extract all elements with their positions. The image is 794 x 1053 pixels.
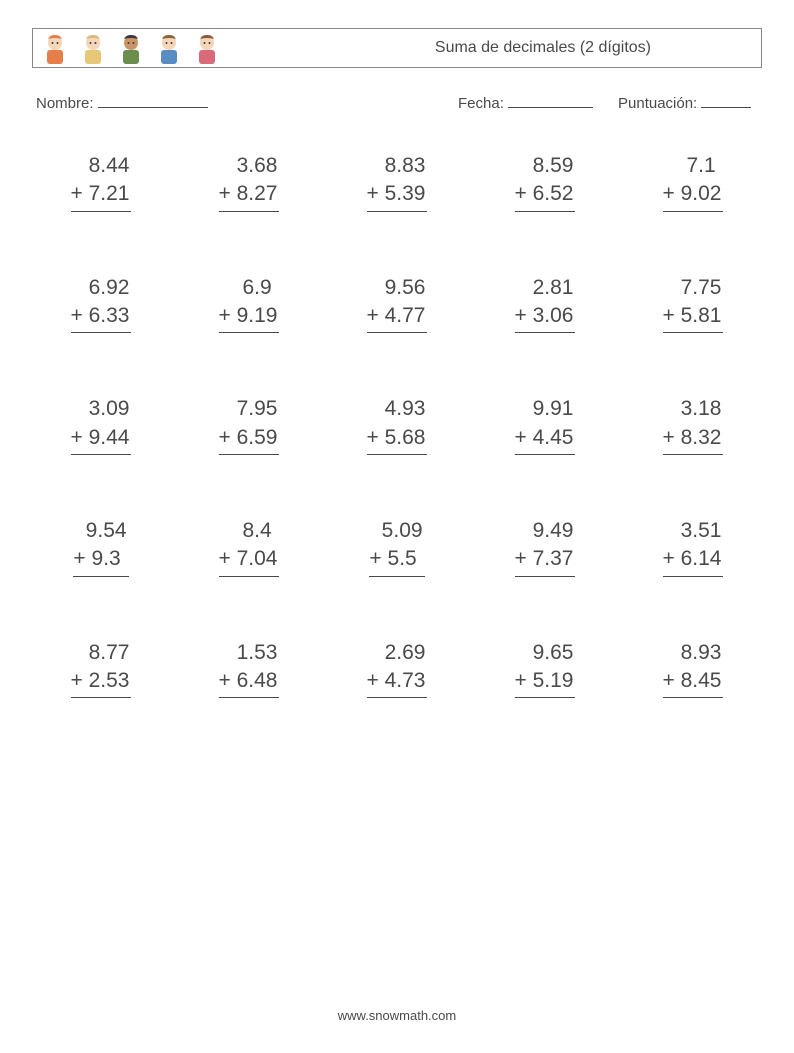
problem: 6.9 + 9.19 xyxy=(190,274,308,334)
problem-addend-top: 7.95 xyxy=(219,395,280,423)
date-label: Fecha: xyxy=(458,95,504,112)
problem: 9.91+ 4.45 xyxy=(486,395,604,455)
info-row: Nombre: Fecha: Puntuación: xyxy=(32,94,762,112)
problem: 7.95+ 6.59 xyxy=(190,395,308,455)
avatar-icon xyxy=(79,32,107,64)
problem-addend-top: 8.83 xyxy=(367,152,428,180)
worksheet-title: Suma de decimales (2 dígitos) xyxy=(435,39,751,57)
problem-addend-bottom: + 6.59 xyxy=(219,424,280,455)
problem-addend-bottom: + 6.52 xyxy=(515,180,576,211)
problem-addend-bottom: + 5.81 xyxy=(663,302,724,333)
date-field: Fecha: xyxy=(458,94,618,112)
problem-addend-bottom: + 3.06 xyxy=(515,302,576,333)
score-field: Puntuación: xyxy=(618,94,758,112)
problem: 7.75+ 5.81 xyxy=(634,274,752,334)
problem-addend-top: 4.93 xyxy=(367,395,428,423)
problem: 9.56+ 4.77 xyxy=(338,274,456,334)
problem: 9.54+ 9.3 xyxy=(42,517,160,577)
problems-grid: 8.44+ 7.21 3.68+ 8.27 8.83+ 5.39 8.59+ 6… xyxy=(32,152,762,698)
name-label: Nombre: xyxy=(36,95,94,112)
problem-addend-top: 9.56 xyxy=(367,274,428,302)
problem: 8.93+ 8.45 xyxy=(634,639,752,699)
avatar-icon xyxy=(41,32,69,64)
date-underline xyxy=(508,94,593,108)
problem: 2.81+ 3.06 xyxy=(486,274,604,334)
avatar-row xyxy=(41,32,221,64)
score-underline xyxy=(701,94,751,108)
problem: 8.44+ 7.21 xyxy=(42,152,160,212)
problem-addend-bottom: + 8.32 xyxy=(663,424,724,455)
problem: 2.69+ 4.73 xyxy=(338,639,456,699)
avatar-icon xyxy=(193,32,221,64)
problem-addend-bottom: + 8.45 xyxy=(663,667,724,698)
problem-addend-top: 8.44 xyxy=(71,152,132,180)
problem-addend-top: 8.4 xyxy=(219,517,280,545)
problem-addend-top: 3.68 xyxy=(219,152,280,180)
problem-addend-bottom: + 9.19 xyxy=(219,302,280,333)
problem-addend-bottom: + 7.21 xyxy=(71,180,132,211)
problem: 3.51+ 6.14 xyxy=(634,517,752,577)
name-underline xyxy=(98,94,208,108)
problem-addend-top: 6.9 xyxy=(219,274,280,302)
problem: 3.68+ 8.27 xyxy=(190,152,308,212)
problem: 1.53+ 6.48 xyxy=(190,639,308,699)
problem: 4.93+ 5.68 xyxy=(338,395,456,455)
problem-addend-bottom: + 5.5 xyxy=(369,545,424,576)
problem-addend-bottom: + 5.39 xyxy=(367,180,428,211)
problem-addend-bottom: + 6.14 xyxy=(663,545,724,576)
problem-addend-bottom: + 9.44 xyxy=(71,424,132,455)
problem-addend-top: 8.77 xyxy=(71,639,132,667)
footer-text: www.snowmath.com xyxy=(0,1008,794,1023)
problem-addend-top: 9.54 xyxy=(73,517,128,545)
problem: 5.09+ 5.5 xyxy=(338,517,456,577)
problem-addend-bottom: + 5.68 xyxy=(367,424,428,455)
name-field: Nombre: xyxy=(36,94,458,112)
problem-addend-top: 7.1 xyxy=(663,152,724,180)
problem: 8.77+ 2.53 xyxy=(42,639,160,699)
problem-addend-top: 9.49 xyxy=(515,517,576,545)
problem-addend-top: 1.53 xyxy=(219,639,280,667)
problem-addend-bottom: + 7.04 xyxy=(219,545,280,576)
problem-addend-bottom: + 4.45 xyxy=(515,424,576,455)
problem: 6.92+ 6.33 xyxy=(42,274,160,334)
problem-addend-top: 9.65 xyxy=(515,639,576,667)
avatar-icon xyxy=(155,32,183,64)
problem-addend-top: 3.51 xyxy=(663,517,724,545)
problem-addend-top: 9.91 xyxy=(515,395,576,423)
problem: 9.49+ 7.37 xyxy=(486,517,604,577)
problem-addend-top: 7.75 xyxy=(663,274,724,302)
problem-addend-top: 8.59 xyxy=(515,152,576,180)
problem-addend-bottom: + 9.3 xyxy=(73,545,128,576)
problem-addend-bottom: + 4.73 xyxy=(367,667,428,698)
avatar-icon xyxy=(117,32,145,64)
problem-addend-top: 8.93 xyxy=(663,639,724,667)
problem: 7.1 + 9.02 xyxy=(634,152,752,212)
problem: 8.4 + 7.04 xyxy=(190,517,308,577)
problem-addend-bottom: + 6.48 xyxy=(219,667,280,698)
score-label: Puntuación: xyxy=(618,95,697,112)
problem-addend-bottom: + 5.19 xyxy=(515,667,576,698)
problem: 9.65+ 5.19 xyxy=(486,639,604,699)
problem-addend-top: 3.18 xyxy=(663,395,724,423)
problem: 8.83+ 5.39 xyxy=(338,152,456,212)
header-box: Suma de decimales (2 dígitos) xyxy=(32,28,762,68)
problem-addend-bottom: + 7.37 xyxy=(515,545,576,576)
problem-addend-top: 3.09 xyxy=(71,395,132,423)
problem-addend-bottom: + 8.27 xyxy=(219,180,280,211)
problem-addend-top: 6.92 xyxy=(71,274,132,302)
problem-addend-bottom: + 4.77 xyxy=(367,302,428,333)
problem-addend-bottom: + 6.33 xyxy=(71,302,132,333)
problem-addend-bottom: + 2.53 xyxy=(71,667,132,698)
problem: 3.18+ 8.32 xyxy=(634,395,752,455)
problem: 8.59+ 6.52 xyxy=(486,152,604,212)
problem-addend-bottom: + 9.02 xyxy=(663,180,724,211)
problem-addend-top: 5.09 xyxy=(369,517,424,545)
problem: 3.09+ 9.44 xyxy=(42,395,160,455)
problem-addend-top: 2.81 xyxy=(515,274,576,302)
problem-addend-top: 2.69 xyxy=(367,639,428,667)
